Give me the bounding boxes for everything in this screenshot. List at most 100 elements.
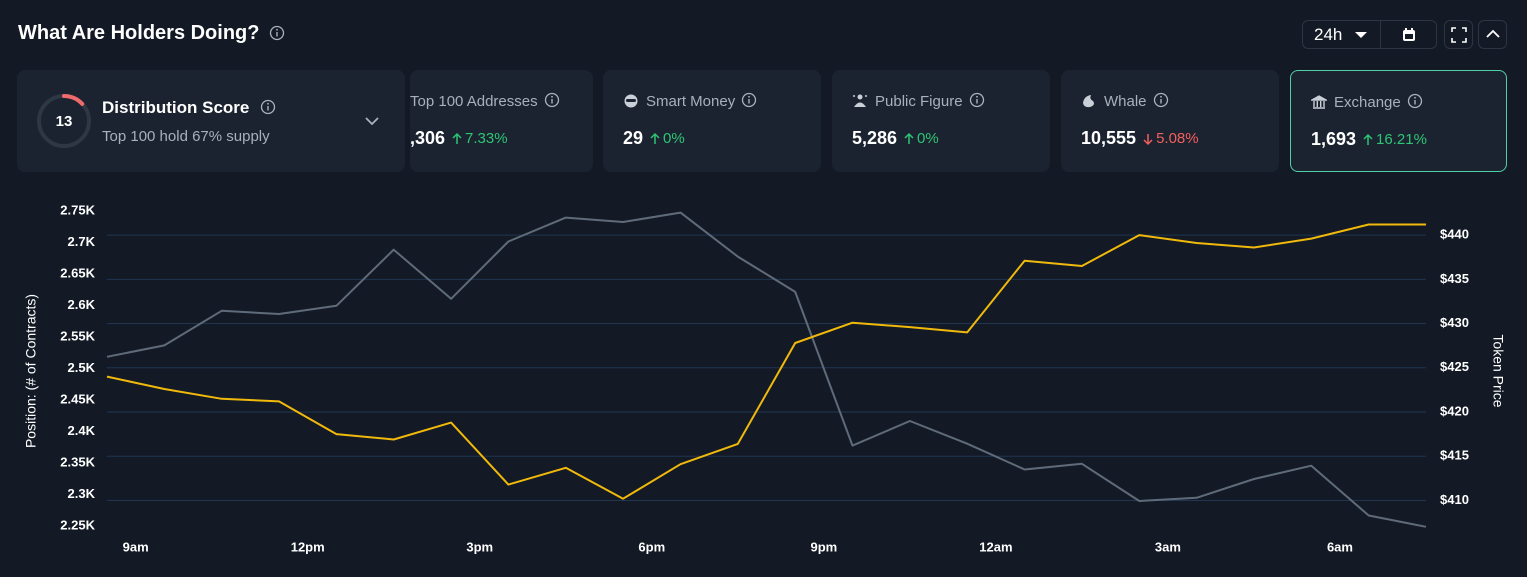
card-change-text: 16.21% — [1376, 131, 1427, 148]
y-tick-label: 2.65K — [60, 266, 95, 281]
expand-icon — [1451, 27, 1467, 43]
change-arrow — [650, 132, 660, 144]
card-value: 29 — [623, 128, 644, 148]
score-gauge: 13 — [37, 94, 91, 148]
x-tick-label: 9am — [123, 539, 149, 554]
card-value: 10,555 — [1081, 128, 1137, 148]
collapse-button[interactable] — [1478, 20, 1507, 49]
card-label-text: Public Figure — [875, 93, 963, 110]
card-icon — [853, 94, 867, 107]
y-axis-label: Position: (# of Contracts) — [23, 294, 39, 448]
y-tick-label: 2.3K — [68, 486, 96, 501]
card-change: 5.08% — [1142, 130, 1199, 147]
chevron-up-icon — [1486, 29, 1500, 38]
metric-card[interactable]: Public Figure 5,286 0% — [832, 70, 1050, 172]
y-tick-label: 2.75K — [60, 203, 95, 218]
caret-icon — [1355, 32, 1367, 38]
y2-tick-label: $420 — [1440, 403, 1469, 418]
card-label-text: Exchange — [1334, 94, 1401, 111]
card-row: 29 0% — [623, 128, 685, 149]
y-tick-label: 2.55K — [60, 329, 95, 344]
change-arrow — [452, 132, 462, 144]
card-label-text: Whale — [1104, 93, 1147, 110]
info-icon[interactable] — [1153, 92, 1169, 108]
card-label: Exchange — [1334, 93, 1423, 111]
card-value: 5,286 — [852, 128, 898, 148]
calendar-icon — [1403, 28, 1415, 41]
series-line — [106, 211, 1427, 528]
y-tick-label: 2.35K — [60, 455, 95, 470]
x-tick-label: 12pm — [291, 539, 325, 554]
card-label: Whale — [1104, 92, 1169, 110]
info-icon[interactable] — [269, 25, 285, 41]
card-change: 16.21% — [1362, 131, 1427, 148]
card-row: 5,286 0% — [852, 128, 939, 149]
metric-card[interactable]: Top 100 Addresses ,306 7.33% — [410, 70, 593, 172]
x-tick-label: 9pm — [810, 539, 837, 554]
card-change: 0% — [649, 130, 685, 147]
metric-card[interactable]: Exchange 1,693 16.21% — [1290, 70, 1507, 172]
card-icon — [624, 94, 638, 108]
card-value: ,306 — [410, 128, 446, 148]
gauge-arc — [62, 94, 85, 106]
score-value: 13 — [56, 113, 73, 130]
y2-tick-label: $440 — [1440, 227, 1469, 242]
score-card[interactable]: 13 Distribution Score Top 100 hold 67% s… — [17, 70, 405, 172]
metric-card[interactable]: Whale 10,555 5.08% — [1061, 70, 1279, 172]
metric-card[interactable]: Smart Money 29 0% — [603, 70, 821, 172]
change-arrow — [904, 132, 914, 144]
card-change-text: 0% — [663, 130, 685, 147]
info-icon[interactable] — [741, 92, 757, 108]
x-tick-label: 6pm — [638, 539, 665, 554]
y-tick-label: 2.6K — [68, 297, 96, 312]
score-title: Distribution Score — [102, 98, 276, 118]
series-line — [106, 223, 1426, 500]
y-tick-label: 2.4K — [68, 423, 96, 438]
section-title: What Are Holders Doing? — [18, 22, 285, 45]
x-tick-label: 3pm — [466, 539, 493, 554]
card-change-text: 7.33% — [465, 130, 508, 147]
card-row: ,306 7.33% — [410, 128, 508, 149]
y-tick-label: 2.25K — [60, 518, 95, 533]
info-icon[interactable] — [260, 99, 276, 115]
card-icon — [1311, 95, 1327, 109]
fullscreen-button[interactable] — [1444, 20, 1473, 49]
score-subtitle: Top 100 hold 67% supply — [102, 128, 270, 145]
card-change-text: 5.08% — [1156, 130, 1199, 147]
y-tick-label: 2.45K — [60, 392, 95, 407]
chevron-down-icon — [365, 117, 379, 126]
timeframe-text: 24h — [1314, 25, 1343, 44]
y2-axis-label: Token Price — [1490, 334, 1506, 407]
y2-tick-label: $430 — [1440, 315, 1469, 330]
y2-tick-label: $435 — [1440, 271, 1469, 286]
info-icon[interactable] — [1407, 93, 1423, 109]
card-label-text: Top 100 Addresses — [410, 93, 538, 110]
card-label: Smart Money — [646, 92, 757, 110]
card-change-text: 0% — [917, 130, 939, 147]
info-icon[interactable] — [544, 92, 560, 108]
info-icon[interactable] — [969, 92, 985, 108]
change-arrow — [1143, 133, 1153, 145]
card-row: 10,555 5.08% — [1081, 128, 1199, 149]
y2-tick-label: $410 — [1440, 492, 1469, 507]
title-text: What Are Holders Doing? — [18, 22, 260, 44]
x-tick-label: 6am — [1327, 539, 1353, 554]
calendar-button[interactable] — [1380, 20, 1437, 49]
change-arrow — [1363, 133, 1373, 145]
x-tick-label: 12am — [979, 539, 1012, 554]
card-label-text: Smart Money — [646, 93, 736, 110]
y-tick-label: 2.7K — [68, 234, 96, 249]
card-value: 1,693 — [1311, 129, 1357, 149]
card-change: 7.33% — [451, 130, 508, 147]
card-row: 1,693 16.21% — [1311, 129, 1427, 150]
timeframe-select[interactable]: 24h — [1302, 20, 1381, 49]
score-title-text: Distribution Score — [102, 98, 250, 117]
y2-tick-label: $425 — [1440, 359, 1469, 374]
card-change: 0% — [903, 130, 939, 147]
x-tick-label: 3am — [1155, 539, 1181, 554]
y2-tick-label: $415 — [1440, 448, 1469, 463]
card-icon — [1083, 95, 1094, 108]
card-label: Public Figure — [875, 92, 985, 110]
